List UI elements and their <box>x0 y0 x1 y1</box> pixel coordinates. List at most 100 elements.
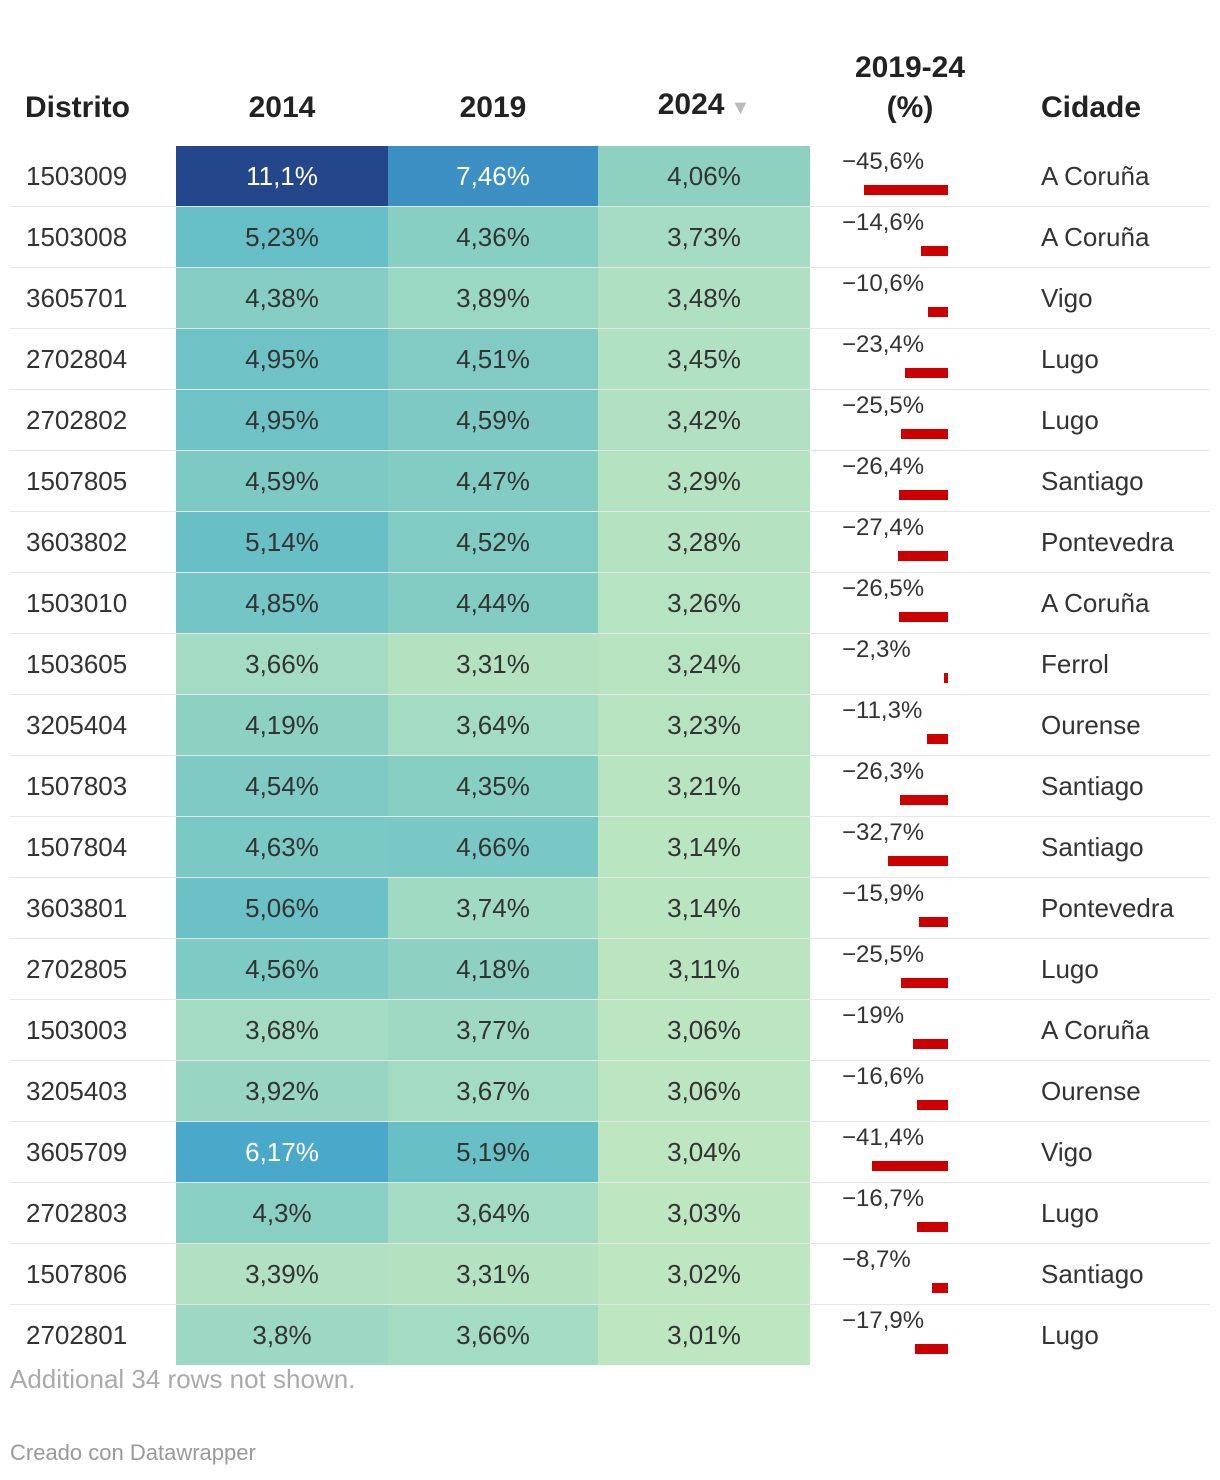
table-row: 3205403 3,92% 3,67% 3,06% −16,6% Ourense <box>10 1061 1210 1122</box>
distrito-cell: 1503010 <box>26 588 128 618</box>
change-cell: −32,7% <box>810 817 1010 877</box>
change-bar <box>932 1283 948 1293</box>
change-label: −8,7% <box>842 1246 911 1273</box>
distrito-cell: 1503003 <box>26 1015 128 1045</box>
distrito-cell: 1507803 <box>26 771 128 801</box>
value-2024-cell: 3,48% <box>598 268 810 328</box>
value-2024-cell: 3,23% <box>598 695 810 755</box>
change-cell: −2,3% <box>810 634 1010 694</box>
distrito-cell: 1503008 <box>26 222 128 252</box>
change-label: −11,3% <box>842 697 923 724</box>
cidade-cell: Lugo <box>1041 1198 1099 1228</box>
header-2019[interactable]: 2019 <box>459 91 527 124</box>
header-change-line2: (%) <box>886 91 934 124</box>
value-2024-cell: 3,11% <box>598 939 810 999</box>
header-2014[interactable]: 2014 <box>248 91 316 124</box>
change-cell: −10,6% <box>810 268 1010 328</box>
value-2019-cell: 4,66% <box>388 817 598 877</box>
change-bar <box>927 734 948 744</box>
table-row: 2702804 4,95% 4,51% 3,45% −23,4% Lugo <box>10 329 1210 390</box>
table-row: 2702802 4,95% 4,59% 3,42% −25,5% Lugo <box>10 390 1210 451</box>
change-label: −26,4% <box>842 453 925 480</box>
distrito-cell: 3205404 <box>26 710 128 740</box>
header-change[interactable]: 2019-24 (%) <box>810 48 1010 128</box>
cidade-cell: Pontevedra <box>1041 893 1174 923</box>
value-2024-cell: 3,26% <box>598 573 810 633</box>
table-row: 1507805 4,59% 4,47% 3,29% −26,4% Santiago <box>10 451 1210 512</box>
value-2024-cell: 3,04% <box>598 1122 810 1182</box>
change-label: −17,9% <box>842 1307 925 1334</box>
value-2014-cell: 3,8% <box>176 1305 388 1365</box>
cidade-cell: Santiago <box>1041 771 1144 801</box>
distrito-cell: 2702803 <box>26 1198 128 1228</box>
change-label: −26,3% <box>842 758 925 785</box>
change-bar <box>917 1100 948 1110</box>
value-2014-cell: 4,54% <box>176 756 388 816</box>
distrito-cell: 2702804 <box>26 344 128 374</box>
cidade-cell: Vigo <box>1041 283 1093 313</box>
change-bar <box>944 673 948 683</box>
value-2014-cell: 4,95% <box>176 329 388 389</box>
change-label: −32,7% <box>842 819 925 846</box>
change-label: −25,5% <box>842 941 925 968</box>
change-cell: −16,6% <box>810 1061 1010 1121</box>
change-bar <box>905 368 948 378</box>
value-2019-cell: 3,67% <box>388 1061 598 1121</box>
cidade-cell: Pontevedra <box>1041 527 1174 557</box>
change-label: −14,6% <box>842 209 925 236</box>
distrito-cell: 3205403 <box>26 1076 128 1106</box>
credit-text: Creado con Datawrapper <box>10 1440 256 1465</box>
distrito-cell: 1507806 <box>26 1259 128 1289</box>
change-bar <box>898 551 948 561</box>
header-2024[interactable]: 2024 ▼ <box>598 85 810 128</box>
change-cell: −26,3% <box>810 756 1010 816</box>
change-cell: −25,5% <box>810 939 1010 999</box>
change-bar <box>901 429 948 439</box>
value-2014-cell: 4,95% <box>176 390 388 450</box>
cidade-cell: Vigo <box>1041 1137 1093 1167</box>
change-label: −41,4% <box>842 1124 925 1151</box>
cidade-cell: Ourense <box>1041 710 1141 740</box>
table-row: 1503009 11,1% 7,46% 4,06% −45,6% A Coruña <box>10 146 1210 207</box>
value-2019-cell: 3,31% <box>388 1244 598 1304</box>
change-label: −10,6% <box>842 270 925 297</box>
value-2014-cell: 4,85% <box>176 573 388 633</box>
value-2019-cell: 7,46% <box>388 146 598 206</box>
cidade-cell: Santiago <box>1041 1259 1144 1289</box>
table-row: 2702801 3,8% 3,66% 3,01% −17,9% Lugo <box>10 1305 1210 1365</box>
change-cell: −45,6% <box>810 146 1010 206</box>
change-cell: −26,5% <box>810 573 1010 633</box>
table-row: 3603801 5,06% 3,74% 3,14% −15,9% Pontevedra <box>10 878 1210 939</box>
table-row: 1507803 4,54% 4,35% 3,21% −26,3% Santiago <box>10 756 1210 817</box>
table-row: 1503010 4,85% 4,44% 3,26% −26,5% A Coruña <box>10 573 1210 634</box>
change-cell: −8,7% <box>810 1244 1010 1304</box>
distrito-cell: 2702802 <box>26 405 128 435</box>
value-2019-cell: 5,19% <box>388 1122 598 1182</box>
table-row: 2702803 4,3% 3,64% 3,03% −16,7% Lugo <box>10 1183 1210 1244</box>
value-2024-cell: 3,06% <box>598 1000 810 1060</box>
header-cidade[interactable]: Cidade <box>1041 91 1142 124</box>
table-row: 1507804 4,63% 4,66% 3,14% −32,7% Santiago <box>10 817 1210 878</box>
value-2019-cell: 3,74% <box>388 878 598 938</box>
change-cell: −23,4% <box>810 329 1010 389</box>
value-2024-cell: 3,14% <box>598 817 810 877</box>
cidade-cell: A Coruña <box>1041 222 1150 252</box>
header-distrito[interactable]: Distrito <box>25 91 130 124</box>
value-2014-cell: 4,19% <box>176 695 388 755</box>
value-2019-cell: 3,77% <box>388 1000 598 1060</box>
distrito-cell: 3603802 <box>26 527 128 557</box>
header-2024-label: 2024 <box>657 88 725 121</box>
value-2024-cell: 3,24% <box>598 634 810 694</box>
value-2019-cell: 4,51% <box>388 329 598 389</box>
value-2024-cell: 3,06% <box>598 1061 810 1121</box>
value-2014-cell: 4,56% <box>176 939 388 999</box>
value-2014-cell: 3,92% <box>176 1061 388 1121</box>
distrito-cell: 2702805 <box>26 954 128 984</box>
table-row: 1503003 3,68% 3,77% 3,06% −19% A Coruña <box>10 1000 1210 1061</box>
value-2014-cell: 5,14% <box>176 512 388 572</box>
table-row: 3205404 4,19% 3,64% 3,23% −11,3% Ourense <box>10 695 1210 756</box>
value-2019-cell: 4,59% <box>388 390 598 450</box>
value-2019-cell: 4,36% <box>388 207 598 267</box>
change-label: −15,9% <box>842 880 925 907</box>
value-2019-cell: 3,64% <box>388 695 598 755</box>
